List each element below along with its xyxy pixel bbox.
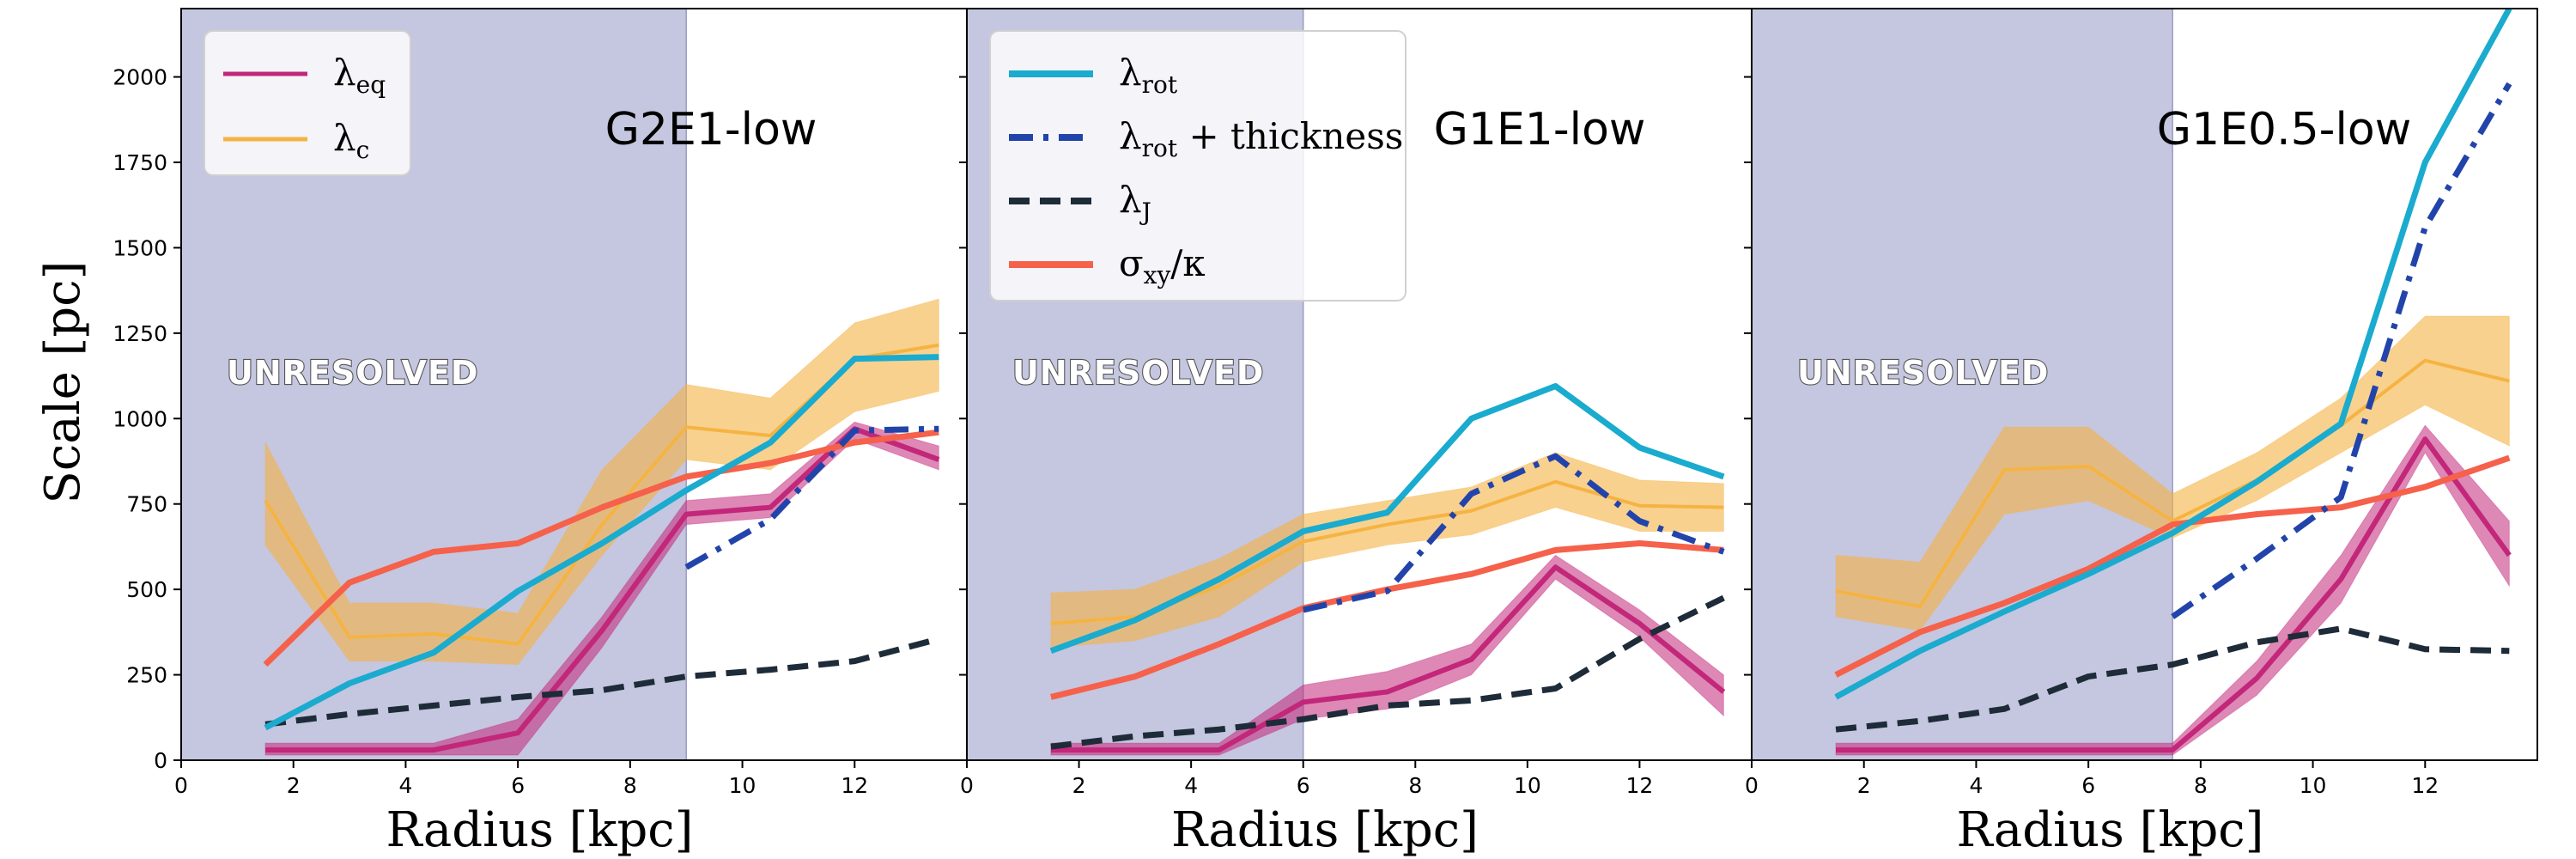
x-tick-label: 8 — [623, 773, 637, 798]
plot-area — [1049, 382, 1726, 756]
lambda-c-line — [1835, 358, 2510, 609]
y-axis-label: Scale [pc] — [35, 261, 91, 504]
x-tick-label: 12 — [2411, 773, 2439, 798]
x-tick-label: 4 — [398, 773, 412, 798]
legend-label: λrot + thickness — [1119, 115, 1403, 162]
x-tick-label: 6 — [1297, 773, 1310, 798]
x-tick-label: 2 — [1072, 773, 1086, 798]
lambda-c-band — [1835, 315, 2510, 631]
panel-title: G2E1-low — [605, 104, 817, 155]
x-tick-label: 6 — [511, 773, 525, 798]
lambda-J-line — [1835, 625, 2510, 733]
legend-box — [204, 30, 411, 176]
y-tick-label: 250 — [126, 663, 167, 688]
y-tick-label: 1750 — [112, 150, 167, 175]
axes-frame — [1751, 8, 2538, 761]
y-tick-label: 1500 — [112, 235, 167, 260]
x-tick-label: 12 — [841, 773, 868, 798]
x-tick-label: 2 — [287, 773, 301, 798]
y-tick-label: 0 — [154, 748, 167, 773]
lambda-c-band — [264, 298, 939, 666]
x-tick-label: 8 — [2194, 773, 2208, 798]
x-tick-label: 2 — [1857, 773, 1871, 798]
lambda-eq-line — [1050, 564, 1726, 753]
x-axis-label: Radius [kpc] — [1171, 802, 1479, 858]
legend-box — [989, 30, 1406, 302]
x-tick-label: 12 — [1626, 773, 1654, 798]
lambda-rot-thickness-line — [1302, 453, 1725, 613]
lambda-rot-thickness-line — [2171, 82, 2512, 619]
x-axis-label: Radius [kpc] — [1956, 802, 2263, 858]
y-tick-label: 500 — [126, 577, 167, 602]
y-tick-label: 2000 — [112, 65, 167, 90]
sigma-kappa-line — [263, 429, 939, 667]
lambda-c-band — [1050, 452, 1724, 649]
x-tick-label: 10 — [2300, 773, 2327, 798]
lambda-rot-line — [264, 354, 939, 731]
legend-label: σxy/κ — [1119, 242, 1206, 289]
unresolved-label: UNRESOLVED — [1797, 354, 2049, 392]
x-tick-label: 10 — [729, 773, 756, 798]
lambda-eq-line — [265, 426, 940, 753]
chart-panel-1: 0 2 4 6 8 10 12 0 250 500 750 1000 1250 1500 1750 2000 R… — [112, 8, 968, 858]
x-tick-label: 0 — [174, 773, 188, 798]
y-tick-label: 1250 — [112, 321, 167, 346]
legend-label: λJ — [1119, 179, 1151, 226]
x-tick-label: 10 — [1514, 773, 1541, 798]
legend-label: λc — [333, 117, 369, 164]
unresolved-label: UNRESOLVED — [227, 354, 478, 392]
lambda-rot-line — [1049, 382, 1725, 655]
x-tick-label: 4 — [1184, 773, 1198, 798]
x-tick-label: 0 — [1745, 773, 1759, 798]
lambda-eq-band — [1050, 554, 1724, 756]
plot-area — [263, 298, 940, 756]
x-tick-label: 6 — [2081, 773, 2095, 798]
chart-panel-3: 0 2 4 6 8 10 12 Radius [kpc] G1E0.5-low UNRESOLVE… — [1744, 8, 2538, 858]
panel-title: G1E0.5-low — [2157, 104, 2412, 155]
x-tick-label: 4 — [1969, 773, 1983, 798]
lambda-J-line — [264, 636, 940, 728]
legend-middle: λrot λrot + thickness λJ σxy/κ — [989, 30, 1406, 302]
legend-label: λrot — [1119, 52, 1178, 99]
lambda-J-line — [1050, 594, 1725, 750]
plot-area — [1834, 9, 2512, 756]
lambda-rot-line — [1834, 9, 2512, 700]
sigma-kappa-line — [1834, 454, 2511, 678]
x-tick-label: 0 — [960, 773, 974, 798]
x-tick-label: 8 — [1408, 773, 1422, 798]
y-tick-label: 1000 — [112, 406, 167, 431]
panel-title: G1E1-low — [1434, 104, 1646, 155]
legend-left: λeq λc — [204, 30, 411, 176]
y-tick-label: 750 — [126, 492, 167, 517]
x-axis-label: Radius [kpc] — [386, 802, 693, 858]
unresolved-label: UNRESOLVED — [1012, 354, 1264, 392]
legend-label: λeq — [333, 52, 386, 99]
lambda-eq-line — [1836, 436, 2512, 753]
lambda-rot-thickness-line — [684, 425, 939, 570]
